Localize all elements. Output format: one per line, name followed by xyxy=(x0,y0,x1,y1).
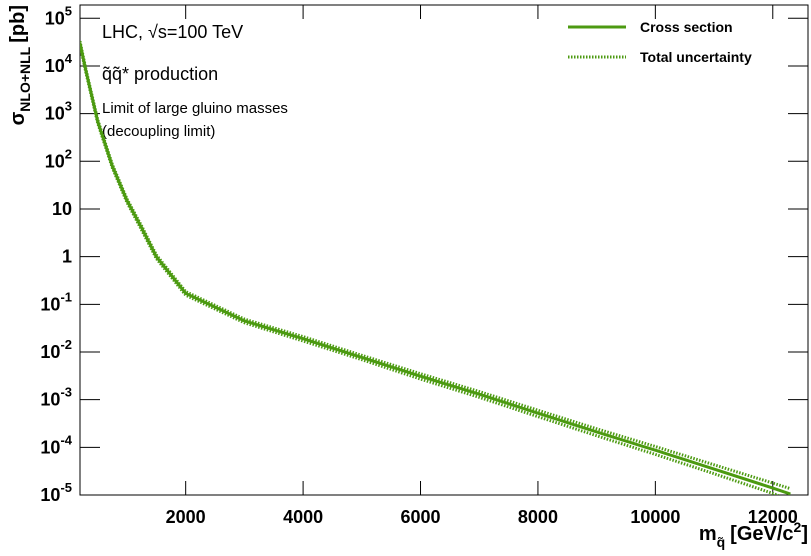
y-tick-exponent: 4 xyxy=(65,51,73,66)
x-tick-label: 12000 xyxy=(748,507,798,527)
y-tick-exponent: -4 xyxy=(60,432,72,447)
y-tick-base: 10 xyxy=(40,390,60,410)
plot-area xyxy=(80,40,791,495)
y-tick-base: 10 xyxy=(40,342,60,362)
x-label-symbol: m xyxy=(699,523,717,545)
y-tick-label: 10-5​ xyxy=(40,480,72,505)
y-tick-exponent: -5 xyxy=(60,480,72,495)
y-tick-label: 10-1​ xyxy=(40,289,72,314)
x-tick-label: 2000 xyxy=(166,507,206,527)
x-tick-label: 4000 xyxy=(283,507,323,527)
x-label-unit: [GeV/c xyxy=(730,523,793,545)
y-tick-label: 103​ xyxy=(45,99,72,124)
x-axis-label: mq̃ [GeV/c2] xyxy=(699,519,808,550)
y-tick-exponent: -3 xyxy=(60,385,72,400)
series-line xyxy=(80,42,791,495)
x-label-sup: 2 xyxy=(794,519,802,535)
y-tick-label: 10-3​ xyxy=(40,385,72,410)
y-tick-exponent: -1 xyxy=(60,289,72,304)
y-tick-base: 10 xyxy=(45,8,65,28)
y-tick-base: 10 xyxy=(45,151,65,171)
y-tick-exponent: -2 xyxy=(60,337,72,352)
y-tick-label: 10-2​ xyxy=(40,337,72,362)
y-tick-label: 102​ xyxy=(45,146,72,171)
y-label-symbol: σ xyxy=(7,111,29,125)
annotation: LHC, √s=100 TeV xyxy=(102,22,243,42)
y-tick-label: 104​ xyxy=(45,51,73,76)
x-tick-label: 6000 xyxy=(400,507,440,527)
y-tick-label: 10 xyxy=(52,199,72,219)
y-tick-label: 1 xyxy=(62,247,72,267)
annotation: Limit of large gluino masses xyxy=(102,100,288,117)
annotation: (decoupling limit) xyxy=(102,123,215,140)
y-tick-base: 10 xyxy=(45,104,65,124)
x-tick-label: 10000 xyxy=(630,507,680,527)
x-tick-label: 8000 xyxy=(518,507,558,527)
legend-label: Total uncertainty xyxy=(640,49,752,65)
legend-label: Cross section xyxy=(640,19,733,35)
x-label-sub: q̃ xyxy=(717,534,726,550)
y-tick-label: 105​ xyxy=(45,3,72,28)
y-tick-base: 10 xyxy=(45,56,65,76)
y-tick-base: 10 xyxy=(40,485,60,505)
annotation: q̃q̃* production xyxy=(102,64,218,84)
y-tick-exponent: 3 xyxy=(65,99,72,114)
y-label-unit: [pb] xyxy=(7,5,29,43)
y-tick-base: 10 xyxy=(40,294,60,314)
y-tick-label: 10-4​ xyxy=(40,432,72,457)
plot-frame xyxy=(79,4,809,496)
x-label-close: ] xyxy=(801,523,808,545)
y-axis-label: σNLO+NLL [pb] xyxy=(7,5,33,125)
y-tick-exponent: 2 xyxy=(65,146,72,161)
y-label-sub: NLO+NLL xyxy=(17,46,33,111)
y-tick-base: 10 xyxy=(40,437,60,457)
y-tick-exponent: 5 xyxy=(65,3,72,18)
